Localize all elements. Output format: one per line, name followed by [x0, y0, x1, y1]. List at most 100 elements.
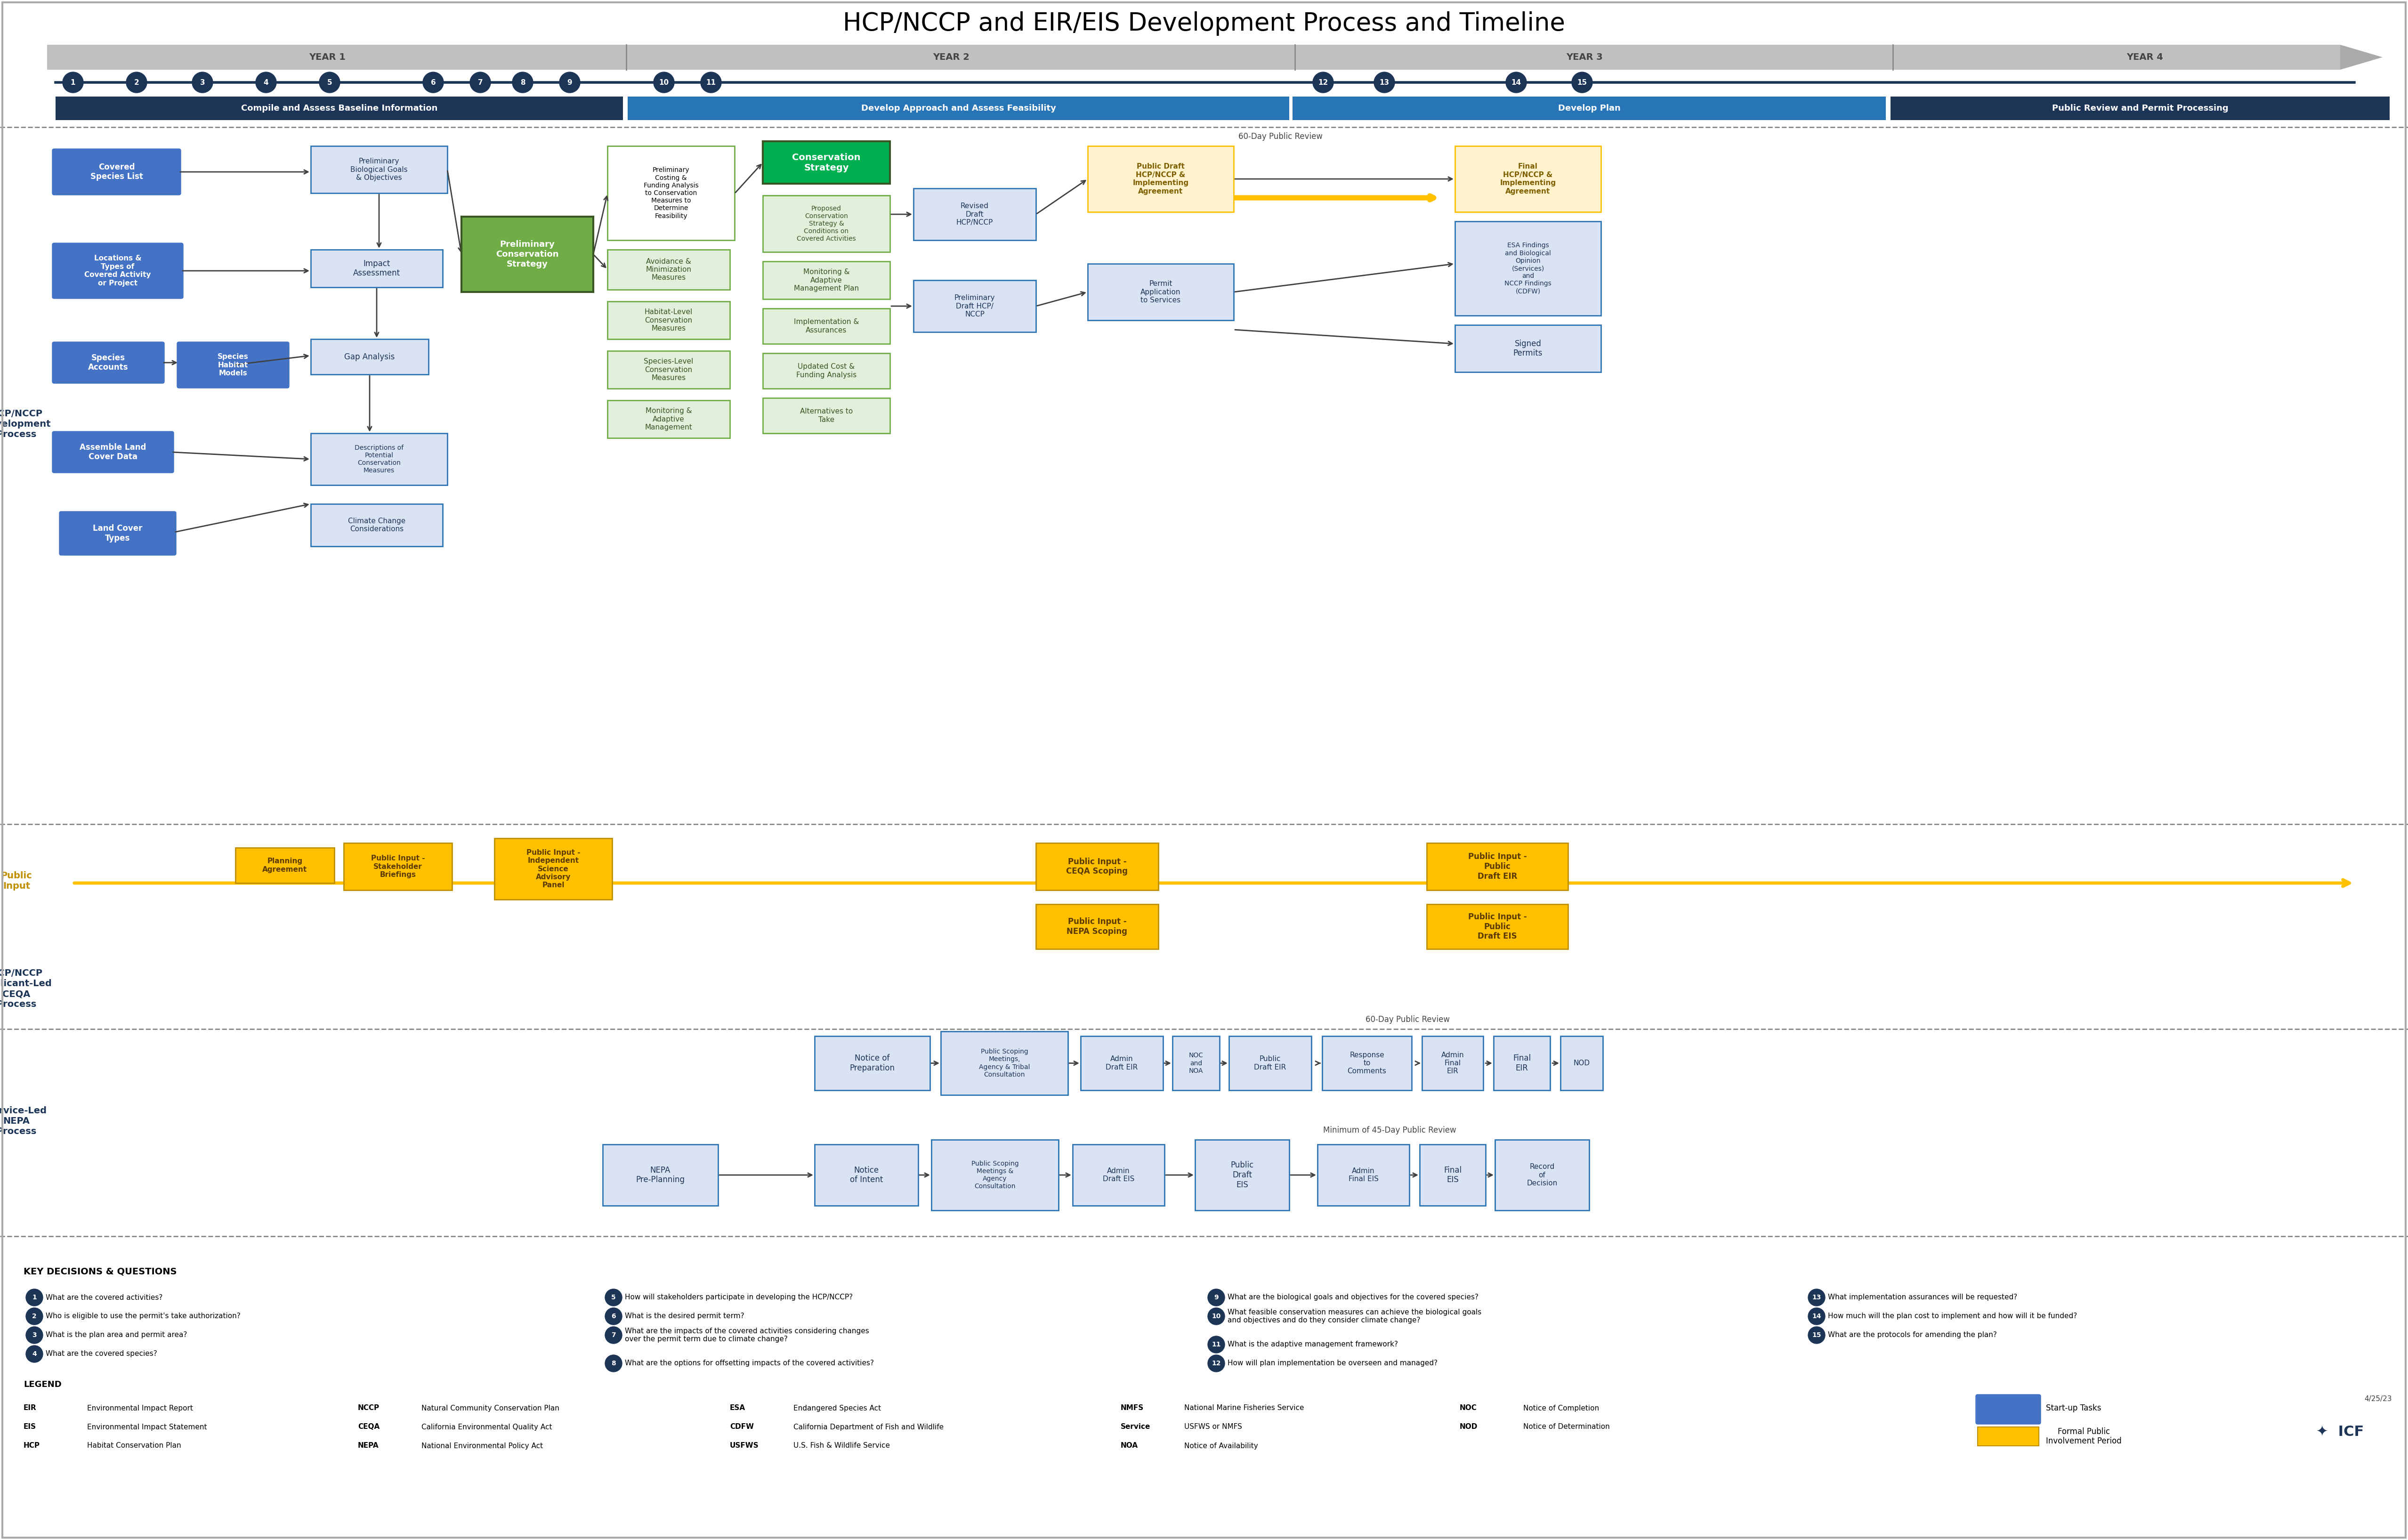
Text: Environmental Impact Statement: Environmental Impact Statement: [87, 1423, 207, 1431]
Text: Notice of Completion: Notice of Completion: [1524, 1404, 1599, 1412]
Text: National Environmental Policy Act: National Environmental Policy Act: [421, 1443, 542, 1449]
Text: 13: 13: [1380, 79, 1389, 86]
Text: Notice of
Preparation: Notice of Preparation: [850, 1053, 896, 1072]
Text: Admin
Final
EIR: Admin Final EIR: [1440, 1052, 1464, 1075]
Text: Public Input -
Public
Draft EIR: Public Input - Public Draft EIR: [1469, 853, 1527, 881]
Circle shape: [26, 1289, 43, 1306]
Bar: [1081, 1036, 1163, 1090]
Polygon shape: [2341, 45, 2382, 69]
Text: Public Input -
Public
Draft EIS: Public Input - Public Draft EIS: [1469, 913, 1527, 941]
Bar: [1426, 904, 1568, 949]
Text: 15: 15: [1577, 79, 1587, 86]
Text: 14: 14: [1512, 79, 1522, 86]
Text: EIS: EIS: [24, 1423, 36, 1431]
Text: LEGEND: LEGEND: [24, 1380, 63, 1389]
Bar: [48, 45, 2341, 69]
Text: NEPA
Pre-Planning: NEPA Pre-Planning: [636, 1166, 684, 1184]
Bar: [1194, 1140, 1288, 1210]
Text: 8: 8: [520, 79, 525, 86]
Text: Avoidance &
Minimization
Measures: Avoidance & Minimization Measures: [645, 257, 691, 282]
Text: NOA: NOA: [1120, 1443, 1139, 1449]
Text: Admin
Final EIS: Admin Final EIS: [1348, 1167, 1377, 1183]
Text: Land Cover
Types: Land Cover Types: [94, 524, 142, 542]
Text: Compile and Assess Baseline Information: Compile and Assess Baseline Information: [241, 105, 438, 112]
Text: Species
Accounts: Species Accounts: [89, 354, 128, 371]
Circle shape: [255, 72, 277, 92]
FancyBboxPatch shape: [53, 149, 181, 196]
Text: Alternatives to
Take: Alternatives to Take: [799, 408, 852, 424]
Bar: [311, 146, 448, 192]
Text: Updated Cost &
Funding Analysis: Updated Cost & Funding Analysis: [797, 363, 857, 379]
Circle shape: [26, 1307, 43, 1324]
Text: What are the covered activities?: What are the covered activities?: [46, 1294, 164, 1301]
Text: HCP/NCCP and EIR/EIS Development Process and Timeline: HCP/NCCP and EIR/EIS Development Process…: [843, 11, 1565, 35]
Text: 5: 5: [612, 1294, 616, 1301]
Text: Service: Service: [1120, 1423, 1151, 1431]
Text: Gap Analysis: Gap Analysis: [344, 353, 395, 360]
Text: How will plan implementation be overseen and managed?: How will plan implementation be overseen…: [1228, 1360, 1438, 1368]
Circle shape: [125, 72, 147, 92]
Text: 4: 4: [262, 79, 270, 86]
Text: Preliminary
Biological Goals
& Objectives: Preliminary Biological Goals & Objective…: [352, 157, 407, 182]
Text: 11: 11: [1211, 1341, 1221, 1348]
Bar: [763, 353, 891, 388]
Text: 9: 9: [568, 79, 573, 86]
Bar: [1317, 1144, 1409, 1206]
Text: Public
Input: Public Input: [0, 872, 31, 890]
Text: YEAR 1: YEAR 1: [308, 52, 347, 62]
Text: 12: 12: [1317, 79, 1329, 86]
Text: Notice of Determination: Notice of Determination: [1524, 1423, 1611, 1431]
Bar: [763, 262, 891, 299]
Text: 7: 7: [612, 1332, 616, 1338]
Bar: [1035, 904, 1158, 949]
Text: How much will the plan cost to implement and how will it be funded?: How much will the plan cost to implement…: [1828, 1312, 2078, 1320]
Circle shape: [1572, 72, 1592, 92]
Bar: [1977, 1428, 2040, 1446]
Bar: [236, 847, 335, 882]
Bar: [1426, 842, 1568, 890]
Text: 14: 14: [1811, 1314, 1820, 1320]
Text: Conservation
Strategy: Conservation Strategy: [792, 152, 860, 172]
Text: Final
HCP/NCCP &
Implementing
Agreement: Final HCP/NCCP & Implementing Agreement: [1500, 163, 1556, 194]
Text: YEAR 4: YEAR 4: [2126, 52, 2162, 62]
Text: Proposed
Conservation
Strategy &
Conditions on
Covered Activities: Proposed Conservation Strategy & Conditi…: [797, 205, 855, 242]
Text: ✦  ICF: ✦ ICF: [2316, 1424, 2365, 1438]
Text: Permit
Application
to Services: Permit Application to Services: [1141, 280, 1180, 303]
Bar: [607, 302, 730, 339]
Text: Formal Public
Involvement Period: Formal Public Involvement Period: [2047, 1428, 2121, 1446]
Circle shape: [1505, 72, 1527, 92]
Text: YEAR 3: YEAR 3: [1565, 52, 1604, 62]
Bar: [932, 1140, 1060, 1210]
Text: Implementation &
Assurances: Implementation & Assurances: [795, 319, 860, 334]
Circle shape: [653, 72, 674, 92]
Text: Public Review and Permit Processing: Public Review and Permit Processing: [2052, 105, 2227, 112]
Text: Public Scoping
Meetings,
Agency & Tribal
Consultation: Public Scoping Meetings, Agency & Tribal…: [978, 1049, 1031, 1078]
Text: Signed
Permits: Signed Permits: [1512, 339, 1544, 357]
Text: EIR: EIR: [24, 1404, 36, 1412]
Text: Revised
Draft
HCP/NCCP: Revised Draft HCP/NCCP: [956, 203, 992, 226]
Text: What feasible conservation measures can achieve the biological goals
and objecti: What feasible conservation measures can …: [1228, 1309, 1481, 1324]
Text: What is the plan area and permit area?: What is the plan area and permit area?: [46, 1332, 188, 1338]
Bar: [763, 196, 891, 253]
Bar: [311, 504, 443, 547]
Text: HCP: HCP: [24, 1443, 41, 1449]
Circle shape: [1209, 1289, 1226, 1306]
Text: Response
to
Comments: Response to Comments: [1348, 1052, 1387, 1075]
Text: California Environmental Quality Act: California Environmental Quality Act: [421, 1423, 551, 1431]
Bar: [1421, 1144, 1486, 1206]
FancyBboxPatch shape: [53, 342, 164, 383]
Circle shape: [1209, 1337, 1226, 1354]
Bar: [942, 1032, 1067, 1095]
FancyBboxPatch shape: [60, 511, 176, 556]
Circle shape: [193, 72, 212, 92]
Text: NMFS: NMFS: [1120, 1404, 1144, 1412]
Bar: [1072, 1144, 1165, 1206]
Text: Public
Draft
EIS: Public Draft EIS: [1230, 1161, 1255, 1189]
Text: 11: 11: [706, 79, 715, 86]
Text: 12: 12: [1211, 1360, 1221, 1366]
Text: 2: 2: [31, 1314, 36, 1320]
Text: How will stakeholders participate in developing the HCP/NCCP?: How will stakeholders participate in dev…: [624, 1294, 852, 1301]
Text: 1: 1: [70, 79, 75, 86]
Text: What are the biological goals and objectives for the covered species?: What are the biological goals and object…: [1228, 1294, 1479, 1301]
Text: Habitat Conservation Plan: Habitat Conservation Plan: [87, 1443, 181, 1449]
